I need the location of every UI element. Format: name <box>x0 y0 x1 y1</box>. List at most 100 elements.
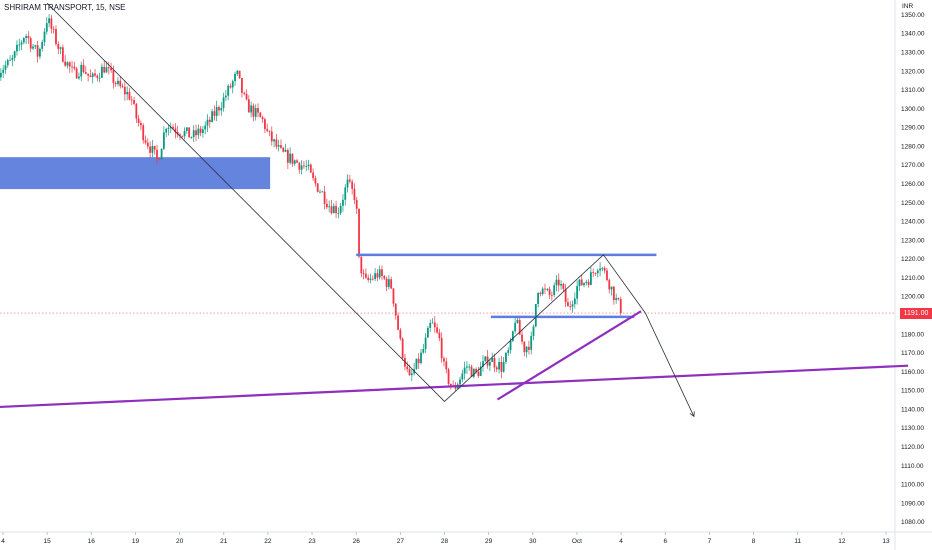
candle-body <box>80 64 83 77</box>
candle-body <box>316 183 319 192</box>
candle-body <box>319 191 321 193</box>
candle-body <box>495 367 498 370</box>
candle-body <box>273 139 275 142</box>
candle-body <box>321 191 324 193</box>
candle-body <box>459 379 461 385</box>
candle-body <box>135 103 138 119</box>
candle-body <box>587 281 590 285</box>
candle-body <box>202 129 204 133</box>
candle-body <box>500 362 503 372</box>
candle-body <box>126 92 129 95</box>
candle-body <box>57 43 60 49</box>
candle-body <box>401 338 404 358</box>
time-tick-label: 15 <box>44 538 52 545</box>
candle-body <box>571 304 574 307</box>
time-tick-label: 16 <box>88 538 96 545</box>
candle-body <box>564 288 567 303</box>
candle-body <box>227 85 230 96</box>
price-tick-label: 1180.00 <box>901 331 924 338</box>
price-tick-label: 1150.00 <box>901 388 924 395</box>
candle-body <box>606 270 608 281</box>
candle-body <box>488 361 491 366</box>
candle-body <box>484 356 487 362</box>
candle-body <box>0 72 2 78</box>
candle-body <box>71 66 73 68</box>
candle-body <box>447 369 450 384</box>
candle-body <box>55 29 57 44</box>
candle-body <box>149 146 152 153</box>
time-tick-label: 29 <box>485 538 493 545</box>
candle-body <box>592 272 595 274</box>
price-tick-label: 1140.00 <box>901 406 924 413</box>
candle-body <box>206 119 209 126</box>
candle-body <box>303 165 305 167</box>
candle-body <box>98 77 101 79</box>
candle-body <box>277 145 280 147</box>
candle-body <box>291 153 294 164</box>
price-tick-label: 1220.00 <box>901 256 925 263</box>
candle-body <box>608 280 611 290</box>
candle-body <box>172 126 174 129</box>
price-tick-label: 1130.00 <box>901 425 924 432</box>
candle-body <box>89 75 92 78</box>
candle-body <box>422 349 425 353</box>
candle-body <box>94 73 96 76</box>
candle-body <box>438 332 441 339</box>
candle-body <box>224 95 227 98</box>
candle-body <box>470 366 473 377</box>
time-tick-label: 6 <box>663 538 667 545</box>
candle-body <box>578 279 581 287</box>
candle-body <box>167 127 170 129</box>
candle-body <box>61 47 64 62</box>
candle-body <box>539 292 542 295</box>
candle-body <box>392 288 395 304</box>
candle-body <box>68 62 71 67</box>
candle-body <box>181 135 184 137</box>
price-tick-label: 1170.00 <box>901 350 924 357</box>
price-tick-label: 1280.00 <box>901 143 925 150</box>
candle-body <box>215 107 218 116</box>
candle-body <box>502 361 505 372</box>
candle-body <box>381 269 383 276</box>
time-tick-label: 19 <box>132 538 140 545</box>
symbol-title: SHRIRAM TRANSPORT, 15, NSE <box>4 3 126 12</box>
candle-body <box>505 352 507 362</box>
candle-body <box>550 294 553 296</box>
candle-body <box>335 205 337 214</box>
candle-body <box>114 82 117 85</box>
candle-body <box>387 279 390 287</box>
candle-body <box>433 322 436 328</box>
candle-body <box>153 146 156 150</box>
candle-body <box>41 42 44 49</box>
candle-body <box>472 368 475 377</box>
candle-body <box>29 38 32 49</box>
candle-body <box>43 31 46 43</box>
candle-body <box>601 268 604 269</box>
candle-body <box>300 165 303 170</box>
candle-body <box>151 146 154 153</box>
time-tick-label: Oct <box>572 538 582 545</box>
candle-body <box>128 92 131 100</box>
candle-body <box>133 100 135 104</box>
candle-body <box>2 69 5 73</box>
candle-body <box>576 286 579 299</box>
candle-body <box>369 278 372 280</box>
candle-body <box>410 373 413 376</box>
candle-body <box>142 125 145 141</box>
time-tick-label: 21 <box>220 538 228 545</box>
price-tick-label: 1240.00 <box>901 219 925 226</box>
candle-body <box>440 338 443 359</box>
candle-body <box>105 67 108 73</box>
candle-body <box>617 298 620 300</box>
candle-body <box>78 76 80 79</box>
candle-body <box>493 357 496 368</box>
candle-body <box>176 132 179 135</box>
candle-body <box>158 158 161 160</box>
candle-body <box>498 362 500 370</box>
candle-body <box>195 130 197 136</box>
candle-body <box>466 366 468 368</box>
candle-body <box>518 320 521 335</box>
trend-line <box>0 364 909 409</box>
candle-body <box>243 92 246 94</box>
